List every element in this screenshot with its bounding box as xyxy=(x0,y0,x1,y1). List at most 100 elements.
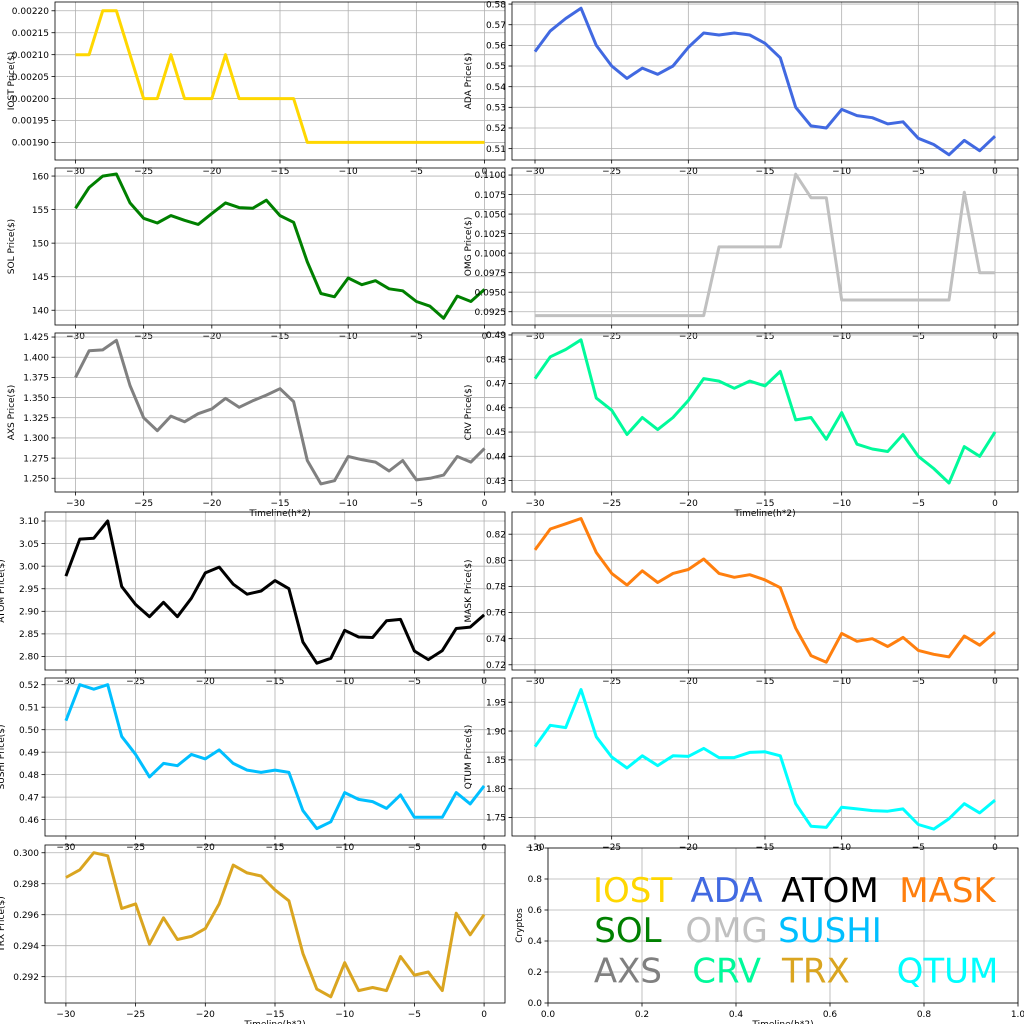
crypto-label: CRV xyxy=(692,951,761,991)
series-line xyxy=(533,517,996,664)
y-tick-label: 2.90 xyxy=(19,608,39,618)
axes-frame xyxy=(511,677,1019,837)
y-tick-label: 1.375 xyxy=(23,374,49,384)
y-tick-label: 0.50 xyxy=(19,726,39,736)
y-tick-label: 0.1000 xyxy=(475,249,507,259)
x-tick-label: −20 xyxy=(196,1010,215,1020)
crypto-label: AXS xyxy=(594,951,662,991)
y-tick-label: 3.05 xyxy=(19,540,39,550)
y-tick-label: 0.76 xyxy=(486,609,506,619)
y-tick-label: 155 xyxy=(32,206,49,216)
x-tick-label: 1.0 xyxy=(1011,1010,1024,1020)
y-axis-label: MASK Price($) xyxy=(464,559,474,622)
subplot-5: −30 −25 −20 −15 −10 −5 0 0.43 0.44 0.45 0.46 0.47 0.… xyxy=(464,331,1019,519)
x-axis-label: Timeline(h*2) xyxy=(751,1020,813,1024)
axes-frame xyxy=(547,847,1019,1004)
series-line xyxy=(64,683,486,831)
y-tick-label: 1.350 xyxy=(23,394,49,404)
y-tick-label: 3.00 xyxy=(19,562,39,572)
axes-frame xyxy=(44,511,506,671)
axes-frame xyxy=(54,167,506,326)
axes-frame xyxy=(511,167,1019,326)
series-line xyxy=(75,9,485,144)
y-tick-label: 0.78 xyxy=(486,583,506,593)
y-tick-label: 0.80 xyxy=(486,557,506,567)
y-tick-label: 1.250 xyxy=(23,474,49,484)
subplot-2: −30−25−20−15−10−50140145150155160SOL Pri… xyxy=(7,167,506,342)
y-axis-label: QTUM Price($) xyxy=(464,725,474,790)
y-tick-label: 0.54 xyxy=(486,83,506,93)
y-tick-label: 0.52 xyxy=(486,124,506,134)
y-tick-label: 0.74 xyxy=(486,635,506,645)
y-tick-label: 0.56 xyxy=(486,42,506,52)
x-tick-label: −15 xyxy=(756,499,775,509)
y-tick-label: 0.00190 xyxy=(12,139,49,149)
y-tick-label: 0.00195 xyxy=(12,117,49,127)
series-line xyxy=(74,172,486,320)
x-tick-label: 0 xyxy=(482,499,488,509)
subplot-10: −30 −25 −20 −15 −10 −5 0 0.292 0.294 0.296 0.298 0.… xyxy=(0,844,506,1028)
y-tick-label: 0.0950 xyxy=(475,288,507,298)
y-tick-label: 0.298 xyxy=(13,880,39,890)
y-tick-label: 1.275 xyxy=(23,454,49,464)
y-tick-label: 0.292 xyxy=(13,973,39,983)
x-tick-label: −30 xyxy=(526,499,545,509)
x-axis-label: Timeline(h*2) xyxy=(243,1020,305,1024)
y-axis-label: SUSHI Price($) xyxy=(0,725,7,790)
y-tick-label: 160 xyxy=(32,172,49,182)
x-tick-label: −10 xyxy=(335,1010,354,1020)
subplot-3: −30−25−20−15−10−500.09250.09500.09750.10… xyxy=(464,167,1019,342)
y-axis-label: AXS Price($) xyxy=(7,385,17,441)
y-tick-label: 0.45 xyxy=(486,428,506,438)
y-tick-label: 0.82 xyxy=(486,530,506,540)
y-tick-label: 2.80 xyxy=(19,653,39,663)
y-axis-label: Cryptos xyxy=(515,908,525,943)
y-tick-label: 0.43 xyxy=(486,477,506,487)
y-tick-label: 0.44 xyxy=(486,453,506,463)
subplot-9: −30 −25 −20 −15 −10 −5 01.751.801.851.901.95QT… xyxy=(464,677,1019,853)
y-tick-label: 1.75 xyxy=(486,814,506,824)
y-tick-label: 1.95 xyxy=(486,698,506,708)
y-tick-label: 0.48 xyxy=(19,771,39,781)
y-tick-label: 1.0 xyxy=(528,844,543,854)
subplot-1: −30−25−20−15−10−500.510.520.530.540.550.… xyxy=(464,0,1019,177)
y-tick-label: 3.10 xyxy=(19,517,39,527)
y-axis-label: OMG Price($) xyxy=(464,217,474,276)
y-tick-label: 0.1050 xyxy=(475,210,507,220)
y-tick-label: 1.90 xyxy=(486,727,506,737)
y-tick-label: 140 xyxy=(32,306,49,316)
crypto-label: ATOM xyxy=(781,871,878,911)
y-tick-label: 1.85 xyxy=(486,756,506,766)
subplot-8: −30−25−20−15−10−500.460.470.480.490.500.… xyxy=(0,677,506,853)
crypto-label: IOST xyxy=(593,871,672,911)
y-tick-label: 0.47 xyxy=(19,793,39,803)
y-tick-label: 0.300 xyxy=(13,849,39,859)
axes-frame xyxy=(54,332,506,493)
x-tick-label: −30 xyxy=(56,1010,75,1020)
y-tick-label: 0.1025 xyxy=(475,230,507,240)
y-axis-label: ADA Price($) xyxy=(464,53,474,110)
y-tick-label: 2.85 xyxy=(19,630,39,640)
crypto-label: SUSHI xyxy=(778,911,882,951)
y-tick-label: 0.49 xyxy=(486,331,506,341)
y-tick-label: 0.1075 xyxy=(475,191,507,201)
subplot-11: 0.0 0.2 0.4 0.6 0.8 1.0 0.0 0.2 0.4 0.6 0.8 1.0 IOST… xyxy=(515,844,1024,1028)
y-tick-label: 150 xyxy=(32,239,49,249)
x-axis-label: Timeline(h*2) xyxy=(248,509,310,519)
y-tick-label: 0.52 xyxy=(19,681,39,691)
y-tick-label: 1.325 xyxy=(23,414,49,424)
subplot-0: −30−25−20−15−10−500.001900.001950.002000… xyxy=(7,1,506,177)
y-axis-label: CRV Price($) xyxy=(464,385,474,441)
subplot-6: −30−25−20−15−10−502.802.852.902.953.003.… xyxy=(0,511,506,687)
crypto-label: OMG xyxy=(685,911,767,951)
y-tick-label: 0.53 xyxy=(486,104,506,114)
y-tick-label: 1.80 xyxy=(486,785,506,795)
crypto-label: TRX xyxy=(781,951,850,991)
y-axis-label: SOL Price($) xyxy=(7,219,17,274)
y-tick-label: 1.300 xyxy=(23,434,49,444)
x-tick-label: −5 xyxy=(410,499,423,509)
axes-frame xyxy=(44,844,506,1004)
x-tick-label: 0 xyxy=(481,1010,487,1020)
x-tick-label: −30 xyxy=(526,843,545,853)
